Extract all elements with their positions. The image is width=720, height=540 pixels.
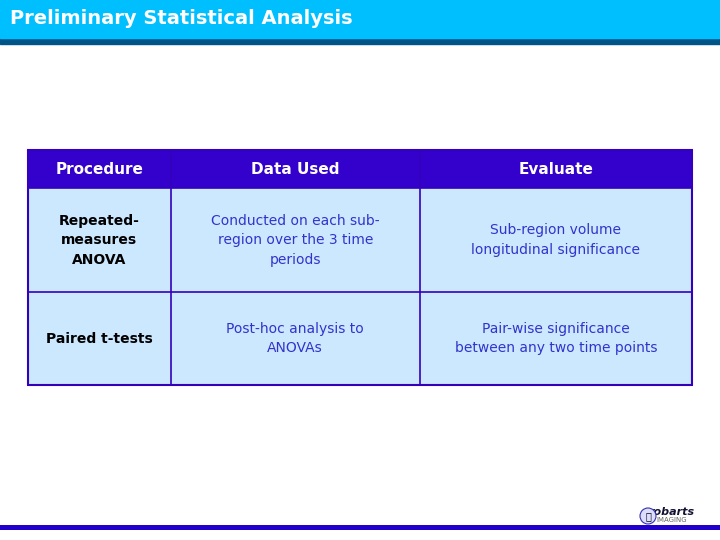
Bar <box>28 293 171 385</box>
Bar <box>0 0 720 38</box>
Text: Evaluate: Evaluate <box>518 161 593 177</box>
Text: Conducted on each sub-
region over the 3 time
periods: Conducted on each sub- region over the 3… <box>211 214 379 267</box>
Text: Data Used: Data Used <box>251 161 340 177</box>
Bar <box>420 293 692 385</box>
Bar <box>28 150 692 385</box>
Text: Preliminary Statistical Analysis: Preliminary Statistical Analysis <box>10 10 353 29</box>
Text: Pair-wise significance
between any two time points: Pair-wise significance between any two t… <box>454 322 657 355</box>
Text: Post-hoc analysis to
ANOVAs: Post-hoc analysis to ANOVAs <box>226 322 364 355</box>
Text: 🧬: 🧬 <box>645 511 651 521</box>
Bar <box>28 188 171 293</box>
Bar <box>0 525 720 530</box>
Bar <box>171 188 420 293</box>
Bar <box>28 150 692 188</box>
Bar <box>171 293 420 385</box>
Bar <box>420 188 692 293</box>
Text: Procedure: Procedure <box>55 161 143 177</box>
Text: Paired t-tests: Paired t-tests <box>46 332 153 346</box>
Circle shape <box>640 508 656 524</box>
Text: robarts: robarts <box>649 507 695 517</box>
Text: Sub-region volume
longitudinal significance: Sub-region volume longitudinal significa… <box>472 224 640 257</box>
Bar <box>0 38 720 44</box>
Text: IMAGING: IMAGING <box>657 517 688 523</box>
Text: Repeated-
measures
ANOVA: Repeated- measures ANOVA <box>59 214 140 267</box>
